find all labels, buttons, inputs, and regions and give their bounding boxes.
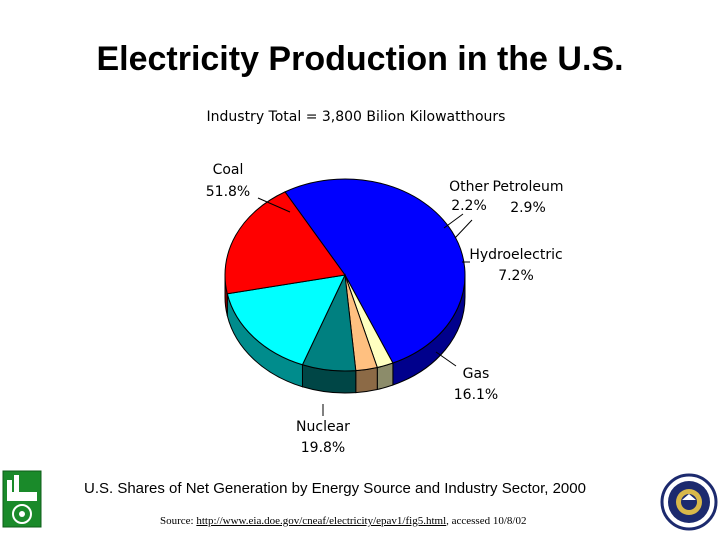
factory-logo-icon (2, 470, 42, 528)
slice-value-petroleum: 2.9% (510, 200, 546, 216)
slice-label-gas: Gas (463, 366, 490, 382)
chart-caption: U.S. Shares of Net Generation by Energy … (84, 480, 586, 497)
slide-title: Electricity Production in the U.S. (96, 40, 624, 78)
slice-label-other: Other (449, 179, 489, 195)
slice-value-gas: 16.1% (454, 387, 498, 403)
leader-line-gas (435, 351, 457, 367)
leader-line-other (443, 213, 464, 229)
slice-label-nuclear: Nuclear (296, 419, 350, 435)
chart-subtitle: Industry Total = 3,800 Bilion Kilowattho… (206, 109, 506, 125)
source-suffix: , accessed 10/8/02 (446, 515, 527, 527)
slice-value-hydroelectric: 7.2% (498, 268, 534, 284)
leader-line-coal (257, 197, 291, 213)
pie-slice-gas (226, 274, 346, 366)
slice-label-hydroelectric: Hydroelectric (469, 247, 562, 263)
university-seal-icon (660, 473, 718, 531)
source-prefix: Source: (160, 515, 197, 527)
slice-value-other: 2.2% (451, 198, 487, 214)
slice-label-petroleum: Petroleum (492, 179, 563, 195)
slice-value-nuclear: 19.8% (301, 440, 345, 456)
slice-value-coal: 51.8% (206, 184, 250, 200)
leader-line-petroleum (454, 219, 473, 239)
slice-label-coal: Coal (213, 162, 244, 178)
pie-chart: Coal 51.8% Other 2.2% Petroleum 2.9% Hydroelec… (206, 162, 564, 456)
source-link[interactable]: http://www.eia.doe.gov/cneaf/electricity… (196, 515, 447, 527)
pie-slice-coal (284, 178, 466, 364)
source-citation: Source: http://www.eia.doe.gov/cneaf/ele… (160, 515, 660, 527)
pie-side-petroleum (355, 366, 378, 394)
pie-slice-nuclear (224, 191, 346, 295)
